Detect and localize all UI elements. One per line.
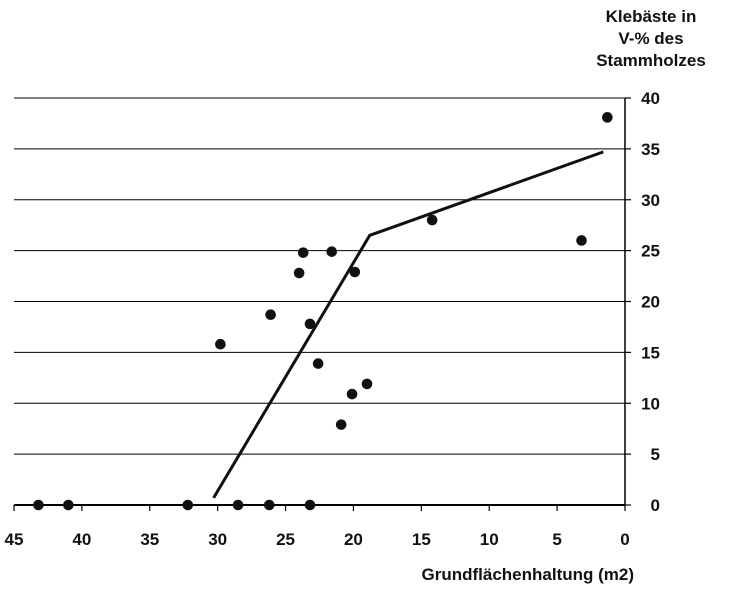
scatter-series bbox=[33, 112, 613, 511]
data-point-1 bbox=[33, 499, 44, 511]
data-point-6 bbox=[304, 499, 316, 511]
data-point-15 bbox=[346, 388, 358, 400]
data-point-10 bbox=[297, 247, 309, 258]
y-axis-label-line-3: Stammholzes bbox=[596, 51, 706, 70]
y-tick-label-10: 10 bbox=[641, 394, 660, 413]
data-point-5 bbox=[263, 499, 275, 511]
x-tick-label-40: 40 bbox=[72, 530, 91, 549]
y-axis-label-line-2: V-% des bbox=[618, 29, 683, 48]
x-tick-label-10: 10 bbox=[480, 530, 499, 549]
x-tick-label-45: 45 bbox=[5, 530, 24, 549]
grid bbox=[14, 97, 625, 455]
data-point-3 bbox=[182, 499, 194, 511]
y-tick-label-0: 0 bbox=[651, 496, 660, 515]
data-point-7 bbox=[215, 338, 226, 350]
x-tick-label-15: 15 bbox=[412, 530, 431, 549]
y-tick-label-35: 35 bbox=[641, 140, 660, 159]
x-axis-ticks: 45 40 35 30 25 20 15 10 5 0 bbox=[5, 505, 630, 549]
data-point-17 bbox=[361, 378, 373, 390]
fit-line bbox=[212, 150, 604, 499]
y-tick-label-5: 5 bbox=[651, 445, 660, 464]
y-tick-label-20: 20 bbox=[641, 293, 660, 312]
data-point-9 bbox=[293, 267, 305, 279]
x-tick-label-25: 25 bbox=[276, 530, 295, 549]
data-point-20 bbox=[602, 112, 613, 123]
y-tick-label-25: 25 bbox=[641, 242, 660, 261]
x-tick-label-0: 0 bbox=[620, 530, 629, 549]
y-axis-label-line-1: Klebäste in bbox=[606, 7, 697, 26]
y-tick-label-30: 30 bbox=[641, 191, 660, 210]
data-point-11 bbox=[326, 246, 338, 257]
data-point-16 bbox=[335, 419, 347, 430]
x-tick-label-5: 5 bbox=[552, 530, 561, 549]
y-tick-label-15: 15 bbox=[641, 343, 660, 362]
data-point-2 bbox=[63, 499, 74, 511]
data-point-8 bbox=[265, 309, 276, 321]
data-point-4 bbox=[232, 499, 244, 511]
fit-line-series bbox=[212, 150, 604, 499]
x-tick-label-20: 20 bbox=[344, 530, 363, 549]
x-axis-label: Grundflächenhaltung (m2) bbox=[422, 565, 635, 584]
x-tick-label-30: 30 bbox=[208, 530, 227, 549]
data-point-12 bbox=[304, 318, 316, 330]
data-point-13 bbox=[312, 358, 324, 369]
x-tick-label-35: 35 bbox=[140, 530, 159, 549]
data-point-19 bbox=[576, 235, 587, 246]
y-axis-ticks: 0 5 10 15 20 25 30 35 40 bbox=[625, 89, 660, 515]
data-point-18 bbox=[426, 214, 438, 226]
y-tick-label-40: 40 bbox=[641, 89, 660, 108]
data-point-14 bbox=[349, 266, 361, 278]
